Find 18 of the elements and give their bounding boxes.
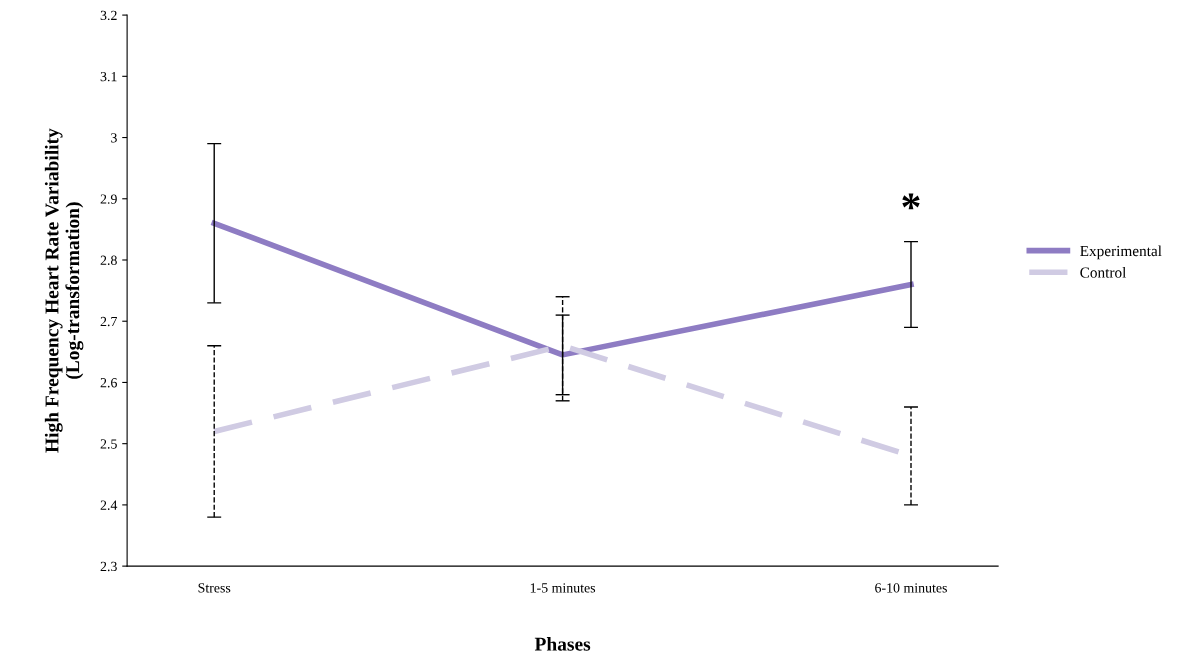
y-tick-label: 2.3 [100, 561, 117, 572]
x-tick-label: 1-5 minutes [530, 583, 596, 593]
y-tick-label: 2.5 [100, 439, 117, 449]
legend-label: Experimental [1080, 245, 1162, 260]
y-tick-label: 2.4 [100, 500, 118, 510]
x-tick-label: 6-10 minutes [875, 583, 947, 593]
legend-label: Control [1080, 266, 1127, 278]
x-axis-title: Phases [534, 637, 591, 651]
y-axis-title: High Frequency Heart Rate Variability (Log-transformation) [44, 128, 84, 453]
y-tick-label: 2.7 [100, 316, 117, 327]
y-tick-label: 2.8 [100, 255, 117, 266]
y-tick-label: 3.1 [100, 71, 117, 82]
y-tick-label: 3 [111, 133, 117, 143]
y-tick-label: 3.2 [100, 10, 117, 21]
y-tick-label: 2.9 [100, 194, 117, 204]
x-tick-label: Stress [198, 583, 231, 593]
annotation: * [902, 193, 920, 210]
y-tick-label: 2.6 [100, 378, 117, 388]
